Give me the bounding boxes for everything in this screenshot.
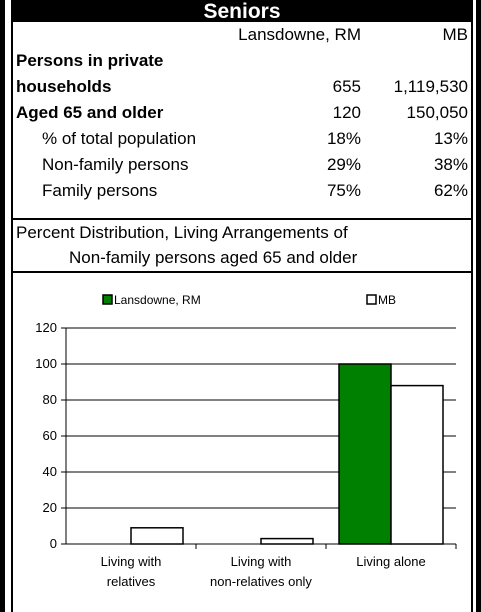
x-category-label: relatives — [107, 574, 156, 589]
row-value-area: 75% — [326, 181, 361, 200]
bar — [260, 537, 314, 545]
row-value-province: 62% — [433, 181, 468, 200]
column-header-row: Lansdowne, RM MB — [13, 22, 471, 48]
column-header-area: Lansdowne, RM — [238, 25, 361, 44]
divider — [13, 218, 471, 220]
column-header-province: MB — [442, 25, 469, 44]
y-tick-label: 100 — [35, 356, 57, 371]
table-row: Persons in private — [13, 48, 471, 74]
y-tick-label: 120 — [35, 320, 57, 335]
y-tick-label: 60 — [43, 428, 57, 443]
legend-swatch — [366, 294, 377, 305]
bar — [390, 384, 444, 545]
chart-subtitle-line1: Percent Distribution, Living Arrangement… — [16, 223, 348, 242]
living-arrangements-chart: 0 20 40 60 80 100 120 Living with relatives Livin… — [35, 293, 457, 589]
row-value-area: 29% — [326, 155, 361, 174]
chart-subtitle-line2: Non-family persons aged 65 and older — [69, 248, 358, 267]
bar — [130, 527, 184, 545]
table-row: Aged 65 and older 120 150,050 — [13, 100, 471, 126]
row-value-area: 18% — [326, 129, 361, 148]
left-border-bar — [0, 0, 5, 612]
divider — [13, 271, 471, 273]
row-value-area: 655 — [332, 77, 361, 96]
row-value-province: 150,050 — [406, 103, 468, 122]
bar — [338, 363, 392, 545]
row-value-province: 38% — [433, 155, 468, 174]
right-border-bar — [476, 0, 481, 612]
row-label: % of total population — [42, 129, 197, 148]
legend-label: MB — [378, 293, 396, 307]
legend-swatch — [102, 294, 113, 305]
row-label: Aged 65 and older — [16, 103, 164, 122]
legend-label: Lansdowne, RM — [114, 293, 201, 307]
table-row: Family persons 75% 62% — [13, 178, 471, 204]
table-row: households 655 1,119,530 — [13, 74, 471, 100]
row-label: Family persons — [42, 181, 158, 200]
y-tick-label: 80 — [43, 392, 57, 407]
y-tick-label: 20 — [43, 500, 57, 515]
table-row: % of total population 18% 13% — [13, 126, 471, 152]
row-value-province: 1,119,530 — [393, 77, 468, 96]
x-category-label: non-relatives only — [210, 574, 312, 589]
x-category-label: Living with — [231, 554, 292, 569]
section-title: Seniors — [13, 0, 471, 23]
y-tick-label: 0 — [50, 536, 57, 551]
row-label: Persons in private — [16, 51, 164, 70]
table-row: Non-family persons 29% 38% — [13, 152, 471, 178]
x-category-label: Living with — [101, 554, 162, 569]
row-label: households — [16, 77, 112, 96]
panel-frame — [11, 0, 473, 612]
row-value-province: 13% — [433, 129, 468, 148]
x-category-label: Living alone — [356, 554, 425, 569]
row-label: Non-family persons — [42, 155, 189, 174]
y-tick-label: 40 — [43, 464, 57, 479]
row-value-area: 120 — [332, 103, 361, 122]
